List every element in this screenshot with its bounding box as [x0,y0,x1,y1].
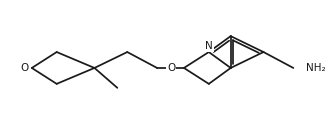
Text: O: O [167,63,175,73]
Text: N: N [205,41,213,51]
Text: NH₂: NH₂ [306,63,326,73]
Text: O: O [21,63,29,73]
